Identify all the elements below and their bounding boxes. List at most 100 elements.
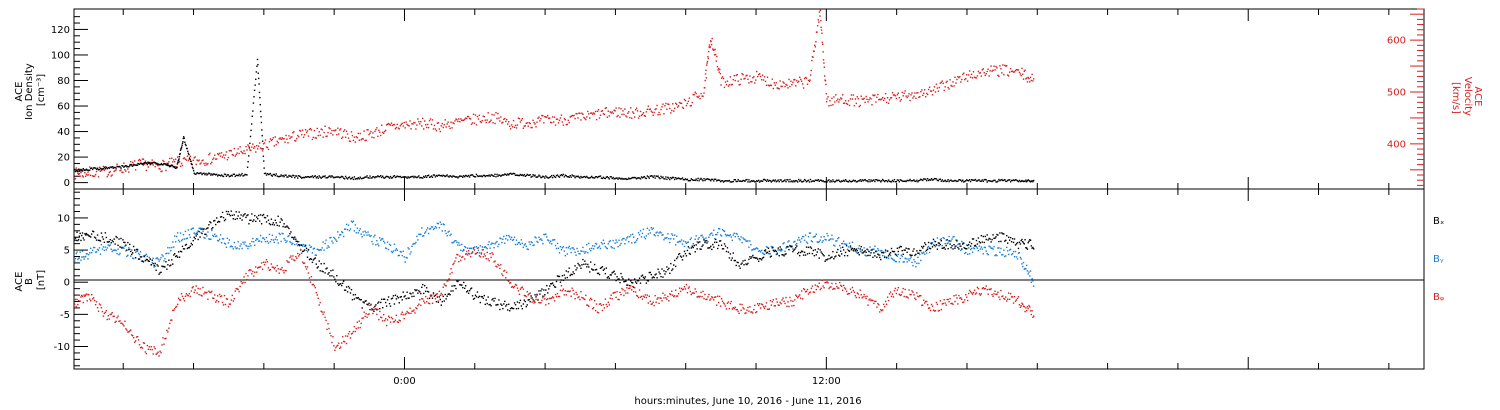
velocity-point xyxy=(77,173,80,176)
bz-point xyxy=(531,301,533,303)
by-point xyxy=(576,247,578,250)
bz-point xyxy=(81,295,84,298)
by-point xyxy=(791,246,793,248)
bx-point xyxy=(810,247,813,249)
by-point xyxy=(507,239,509,241)
density-point xyxy=(932,178,935,181)
density-point xyxy=(531,175,533,178)
velocity-point xyxy=(209,152,211,155)
bz-point xyxy=(798,295,800,298)
density-point xyxy=(215,173,218,176)
bz-point xyxy=(573,293,575,295)
density-point xyxy=(385,175,388,178)
density-point xyxy=(554,176,557,179)
density-point xyxy=(100,168,103,170)
bx-point xyxy=(199,236,201,238)
by-point xyxy=(92,246,95,249)
density-point xyxy=(539,175,541,177)
density-point xyxy=(259,96,261,99)
velocity-point xyxy=(872,94,874,96)
bz-point xyxy=(335,346,337,349)
velocity-point xyxy=(350,131,353,133)
bx-point xyxy=(796,245,798,247)
bz-point xyxy=(196,292,198,294)
bx-point xyxy=(930,242,933,244)
bx-point xyxy=(475,295,478,298)
by-point xyxy=(199,227,201,229)
bx-point xyxy=(295,238,297,240)
velocity-point xyxy=(754,82,756,84)
bx-point xyxy=(809,246,812,248)
by-point xyxy=(911,261,913,264)
bz-point xyxy=(767,308,770,311)
bx-point xyxy=(753,256,755,259)
density-point xyxy=(418,175,420,177)
density-point xyxy=(409,176,411,178)
by-point xyxy=(268,233,271,236)
bx-point xyxy=(1009,236,1012,239)
by-point xyxy=(661,234,663,236)
density-point xyxy=(453,175,455,177)
bx-point xyxy=(204,233,206,236)
by-point xyxy=(599,247,602,250)
density-point xyxy=(259,103,261,106)
by-point xyxy=(368,234,370,236)
by-point xyxy=(109,244,111,246)
velocity-point xyxy=(819,15,821,17)
bx-point xyxy=(758,257,761,260)
bx-point xyxy=(623,280,625,283)
by-point xyxy=(278,232,280,235)
by-point xyxy=(844,243,847,245)
density-point xyxy=(190,160,192,162)
by-point xyxy=(1025,264,1028,267)
density-point xyxy=(936,179,939,182)
bz-point xyxy=(626,287,628,289)
bz-point xyxy=(679,290,682,293)
bz-point xyxy=(747,306,749,309)
by-point xyxy=(653,234,655,236)
density-point xyxy=(631,177,633,179)
by-point xyxy=(386,241,389,243)
density-tick-label: 40 xyxy=(57,127,70,138)
bx-point xyxy=(854,250,857,252)
bx-point xyxy=(1008,239,1011,241)
velocity-point xyxy=(197,160,199,162)
velocity-point xyxy=(313,129,316,132)
bx-point xyxy=(281,219,283,221)
by-point xyxy=(533,244,535,246)
bx-point xyxy=(705,240,707,242)
velocity-point xyxy=(531,126,533,129)
velocity-point xyxy=(664,105,666,107)
bz-point xyxy=(446,280,448,282)
density-point xyxy=(228,175,231,178)
bx-point xyxy=(993,237,995,239)
by-point xyxy=(82,256,84,258)
bx-point xyxy=(878,254,880,256)
by-point xyxy=(970,247,973,250)
bx-point xyxy=(305,247,308,249)
bz-point xyxy=(566,290,568,293)
velocity-point xyxy=(274,136,276,138)
bx-point xyxy=(563,274,566,276)
velocity-point xyxy=(791,84,793,86)
by-point xyxy=(616,241,618,243)
bz-point xyxy=(121,322,123,325)
density-point xyxy=(369,175,371,177)
velocity-point xyxy=(642,112,645,114)
density-point xyxy=(137,163,140,165)
density-point xyxy=(659,177,661,180)
bx-point xyxy=(513,302,516,304)
by-point xyxy=(506,234,508,237)
bx-point xyxy=(612,271,614,273)
by-point xyxy=(546,236,548,238)
by-point xyxy=(521,242,524,245)
bx-point xyxy=(1016,242,1019,244)
bx-point xyxy=(212,226,214,229)
bx-point xyxy=(666,266,668,268)
velocity-point xyxy=(224,154,227,156)
bz-point xyxy=(84,295,86,297)
velocity-point xyxy=(102,165,105,168)
density-point xyxy=(572,175,574,177)
bx-point xyxy=(982,235,984,238)
bx-point xyxy=(162,265,164,268)
